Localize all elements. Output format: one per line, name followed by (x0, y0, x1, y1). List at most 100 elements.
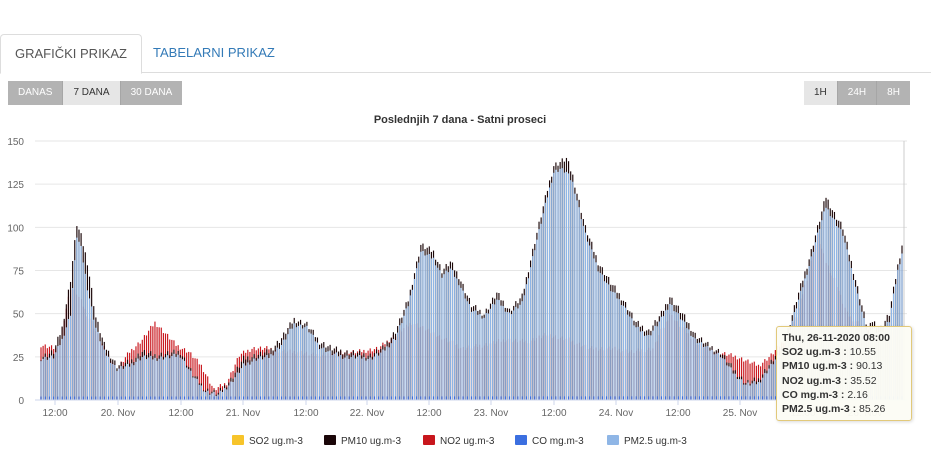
bar-pm25 (473, 311, 475, 400)
bar-co (534, 396, 536, 400)
bar-pm25 (437, 267, 439, 400)
bar-pm25 (392, 338, 394, 400)
bar-pm25 (578, 207, 580, 400)
bar-pm25 (312, 334, 314, 400)
bar-pm25 (304, 327, 306, 400)
bar-co (53, 396, 55, 400)
bar-pm25 (413, 278, 416, 400)
bar-co (141, 396, 143, 400)
interval-1h-button[interactable]: 1H (804, 81, 838, 105)
bar-pm25 (428, 253, 430, 400)
bar-pm25 (692, 337, 694, 400)
bar-pm25 (181, 359, 183, 400)
bar-co (513, 396, 515, 400)
range-danas-button[interactable]: DANAS (8, 81, 64, 105)
bar-pm25 (200, 385, 202, 400)
legend-swatch-pm10 (324, 435, 336, 445)
bar-co (424, 396, 426, 400)
bar-co (589, 396, 591, 400)
legend-item-no2[interactable]: NO2 ug.m-3 (423, 435, 495, 447)
bar-co (487, 396, 489, 400)
bar-co (492, 396, 494, 400)
bar-pm25 (213, 392, 215, 400)
bar-pm25 (508, 312, 511, 400)
bar-co (403, 396, 405, 400)
bar-co (57, 396, 59, 400)
bar-pm25 (306, 325, 308, 400)
legend-item-co[interactable]: CO mg.m-3 (515, 435, 584, 447)
bar-pm25 (122, 368, 124, 400)
bar-pm25 (285, 339, 287, 400)
bar-pm25 (154, 357, 156, 400)
bar-pm25 (264, 357, 266, 400)
bar-co (386, 396, 388, 400)
bar-co (158, 396, 160, 400)
bar-pm25 (105, 355, 107, 400)
bar-pm25 (226, 389, 228, 400)
bar-co (86, 396, 89, 400)
bar-pm25 (110, 362, 112, 400)
bar-co (78, 396, 80, 400)
y-tick-label: 0 (18, 396, 24, 407)
bar-co (643, 396, 646, 400)
bar-co (445, 396, 447, 400)
bar-pm25 (633, 325, 635, 400)
bar-pm25 (534, 250, 536, 400)
bar-pm25 (724, 359, 726, 400)
bar-pm25 (116, 371, 118, 400)
bar-co (133, 396, 135, 400)
bar-pm25 (485, 313, 487, 400)
bar-co (116, 396, 118, 400)
bar-pm25 (342, 358, 344, 400)
range-7-dana-button[interactable]: 7 DANA (63, 81, 121, 105)
bar-co (82, 396, 84, 400)
bar-co (365, 396, 367, 400)
bar-pm25 (536, 239, 538, 400)
bar-co (192, 396, 194, 400)
bar-pm25 (821, 220, 823, 400)
bar-pm25 (582, 225, 584, 400)
tab-tabelarni-prikaz[interactable]: TABELARNI PRIKAZ (153, 45, 275, 60)
bar-no2 (200, 364, 202, 400)
bar-co (61, 396, 63, 400)
bar-co (91, 396, 93, 400)
bar-co (95, 396, 97, 400)
bar-pm25 (363, 356, 365, 400)
bar-no2 (745, 360, 747, 400)
bar-pm25 (120, 366, 122, 400)
bar-co (546, 396, 549, 400)
interval-8h-button[interactable]: 8H (877, 81, 910, 105)
bar-pm25 (639, 331, 641, 400)
legend-item-pm10[interactable]: PM10 ug.m-3 (324, 435, 401, 447)
bar-co (774, 396, 776, 400)
bar-pm25 (521, 301, 523, 400)
bar-pm25 (340, 354, 342, 400)
bar-pm25 (249, 364, 251, 400)
bar-co (504, 396, 506, 400)
bar-co (648, 396, 650, 400)
tooltip-row-no2: NO2 ug.m-3 : 35.52 (782, 374, 877, 387)
bar-pm25 (278, 348, 281, 400)
bar-pm25 (481, 318, 483, 400)
interval-24h-button[interactable]: 24H (837, 81, 878, 105)
bar-pm25 (610, 291, 612, 400)
legend-item-pm25[interactable]: PM2.5 ug.m-3 (607, 435, 687, 447)
bar-co (521, 396, 523, 400)
bar-co (757, 396, 760, 400)
bar-co (310, 396, 312, 400)
bar-pm25 (221, 391, 224, 400)
bar-pm25 (407, 306, 409, 400)
bar-pm25 (188, 369, 190, 400)
range-30-dana-button[interactable]: 30 DANA (120, 81, 183, 105)
bar-co (479, 396, 481, 400)
bar-pm25 (519, 304, 521, 400)
bar-pm25 (466, 301, 468, 400)
bar-no2 (198, 364, 200, 400)
bar-pm25 (384, 350, 386, 400)
legend-item-so2[interactable]: SO2 ug.m-3 (232, 435, 303, 447)
bar-pm25 (40, 361, 42, 400)
bar-pm25 (164, 357, 167, 400)
bar-pm25 (513, 310, 515, 400)
tab-graficki-prikaz[interactable]: GRAFIČKI PRIKAZ (0, 34, 142, 74)
bar-pm25 (162, 359, 164, 400)
